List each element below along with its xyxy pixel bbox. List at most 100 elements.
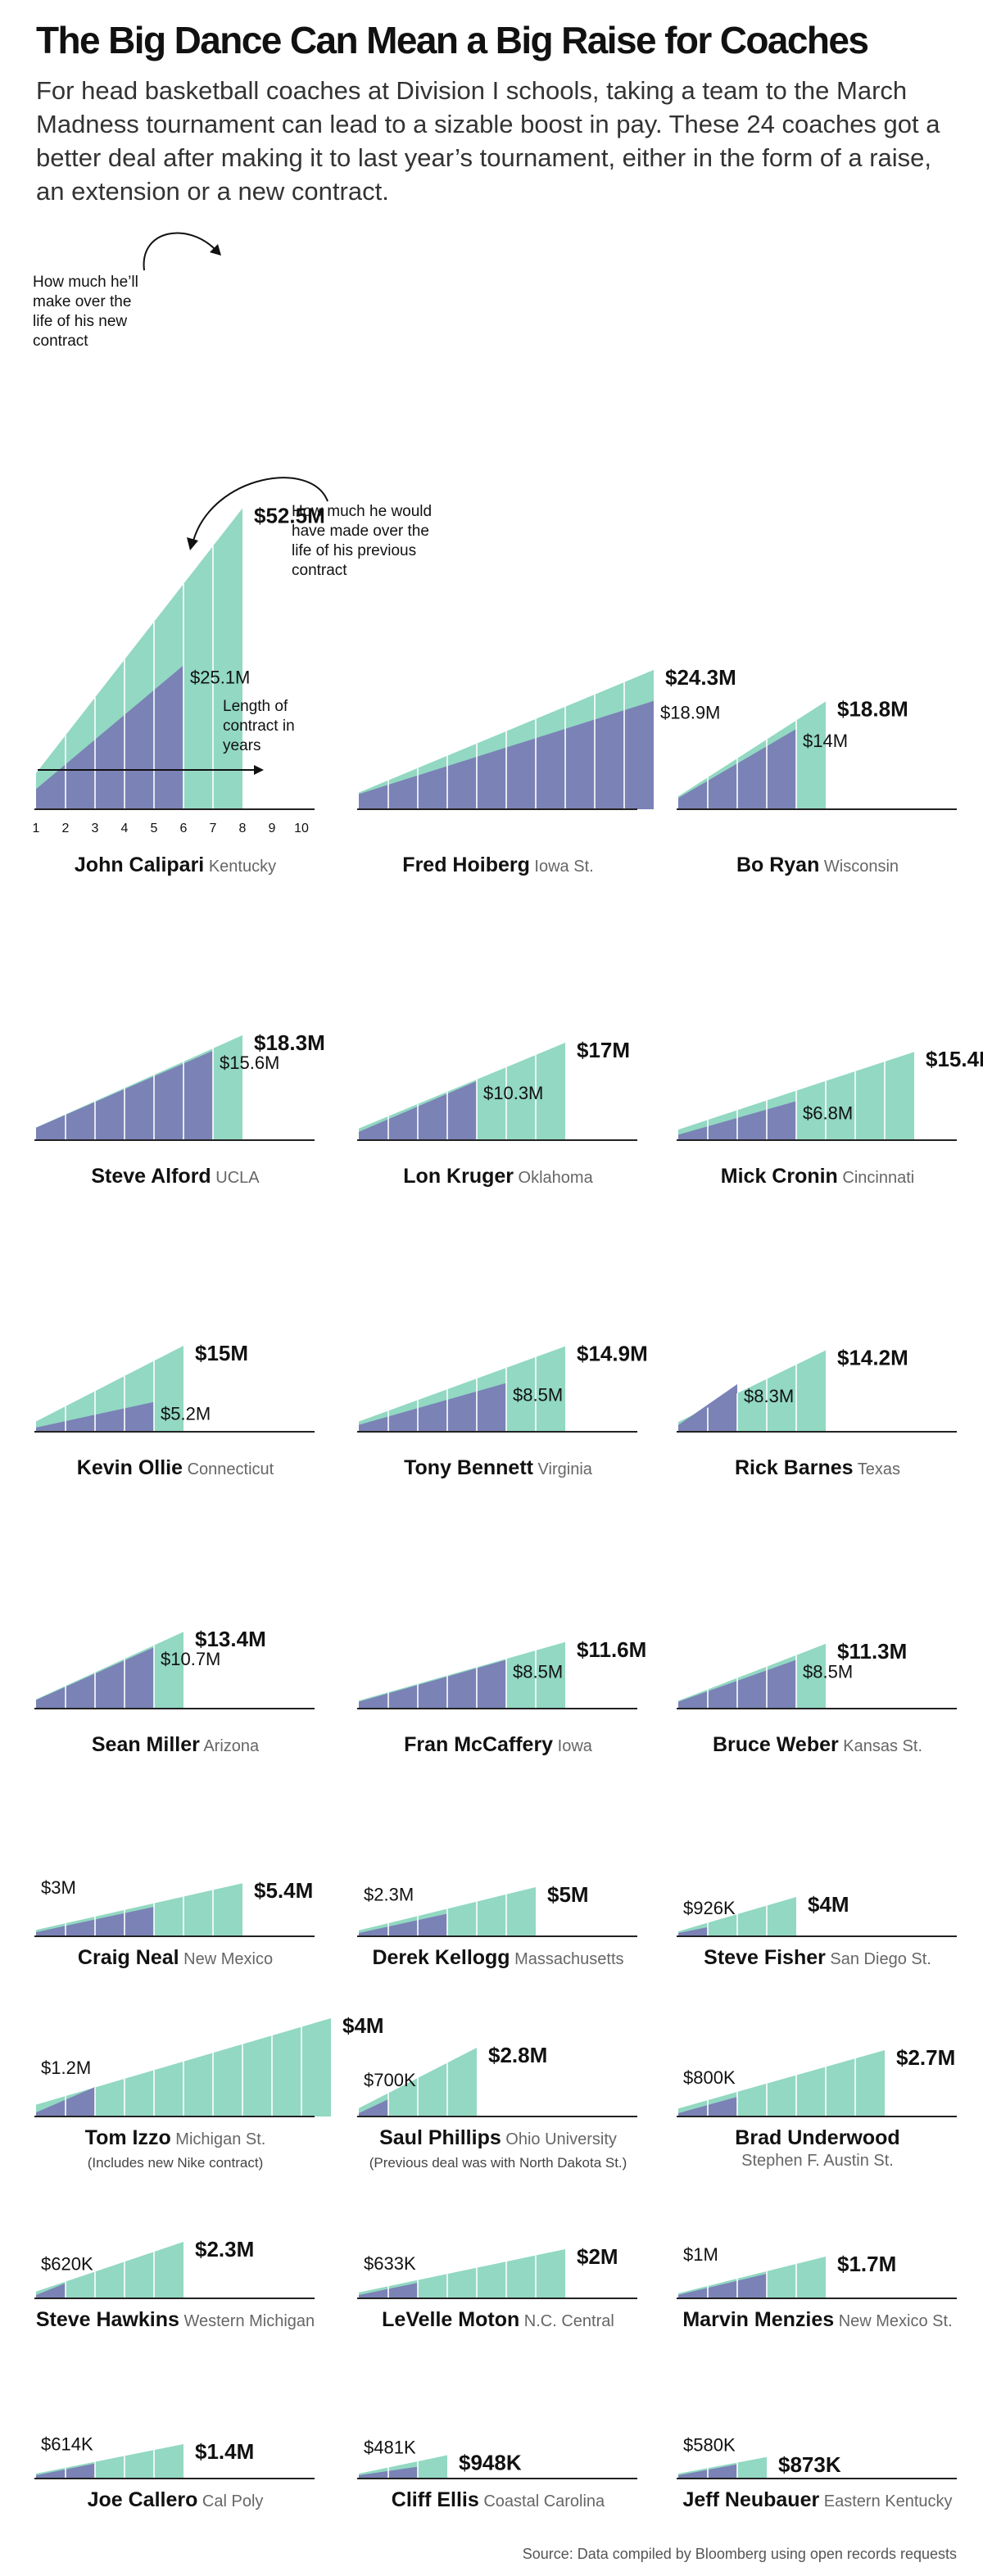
- new-total-label: $2.3M: [195, 2237, 254, 2261]
- coach-name-label: Craig Neal New Mexico: [78, 1946, 273, 1969]
- x-tick-label: 2: [62, 822, 70, 835]
- new-total-label: $2.7M: [896, 2045, 955, 2070]
- x-tick-label: 6: [180, 822, 188, 835]
- coach-name-label: Bruce Weber Kansas St.: [713, 1733, 922, 1756]
- new-contract-area: [36, 508, 242, 809]
- annotation-arrow: [193, 477, 328, 541]
- axis-annotation-line-2: contract in: [223, 718, 295, 735]
- x-tick-label: 10: [294, 822, 309, 835]
- new-total-label: $18.3M: [254, 1030, 325, 1055]
- previous-contract-area: [36, 2283, 66, 2298]
- previous-contract-area: [359, 1659, 506, 1709]
- coach-name-label: Marvin Menzies New Mexico St.: [682, 2308, 952, 2331]
- x-tick-label: 5: [151, 822, 158, 835]
- previous-total-label: $481K: [364, 2438, 416, 2458]
- previous-total-label: $580K: [683, 2435, 736, 2456]
- coach-name-label: Fred Hoiberg Iowa St.: [402, 853, 593, 876]
- coach-name-label: Steve Hawkins Western Michigan: [36, 2308, 315, 2331]
- x-tick-label: 7: [210, 822, 217, 835]
- new-total-label: $2.8M: [488, 2043, 547, 2067]
- x-tick-label: 4: [121, 822, 129, 835]
- previous-total-annotation: have made over the: [292, 523, 429, 540]
- coach-name-label: Tom Izzo Michigan St.: [85, 2126, 266, 2149]
- annotation-arrow: [143, 232, 217, 271]
- new-total-label: $17M: [577, 1038, 630, 1062]
- new-total-label: $4M: [342, 2013, 384, 2038]
- new-total-label: $15.4M: [926, 1047, 983, 1071]
- coach-name-label: Jeff Neubauer Eastern Kentucky: [682, 2488, 952, 2511]
- previous-contract-area: [678, 2274, 767, 2298]
- new-total-label: $5M: [547, 1882, 589, 1907]
- coach-name-label: Rick Barnes Texas: [735, 1456, 900, 1479]
- previous-total-label: $10.7M: [161, 1649, 220, 1669]
- previous-total-label: $8.5M: [803, 1662, 853, 1682]
- previous-total-label: $700K: [364, 2070, 416, 2090]
- page-subtitle: For head basketball coaches at Division …: [36, 76, 940, 206]
- axis-annotation-line-3: years: [223, 737, 260, 754]
- new-total-label: $52.5M: [254, 504, 325, 528]
- previous-total-label: $8.3M: [744, 1386, 794, 1406]
- axis-annotation-line-1: Length of: [223, 698, 288, 715]
- new-total-annotation: contract: [33, 333, 88, 350]
- previous-contract-area: [36, 665, 183, 809]
- coach-name-label: Derek Kellogg Massachusetts: [372, 1946, 623, 1969]
- coach-note-label: (Previous deal was with North Dakota St.…: [369, 2155, 627, 2171]
- new-total-label: $24.3M: [665, 665, 736, 690]
- x-tick-label: 9: [269, 822, 276, 835]
- previous-contract-area: [678, 1926, 708, 1936]
- coach-name-label: Lon Kruger Oklahoma: [403, 1165, 593, 1188]
- new-total-label: $13.4M: [195, 1627, 266, 1651]
- previous-total-label: $15.6M: [220, 1053, 279, 1073]
- x-tick-label: 3: [92, 822, 99, 835]
- coach-name-label: Steve Fisher San Diego St.: [704, 1946, 931, 1969]
- new-total-label: $14.9M: [577, 1342, 648, 1366]
- previous-total-label: $8.5M: [513, 1385, 563, 1406]
- previous-contract-area: [359, 1383, 506, 1432]
- new-total-annotation: life of his new: [33, 313, 127, 330]
- previous-total-label: $800K: [683, 2067, 736, 2088]
- previous-contract-area: [359, 1913, 447, 1936]
- coach-name-label: Brad Underwood: [735, 2126, 899, 2149]
- previous-total-annotation: life of his previous: [292, 542, 416, 559]
- previous-total-label: $1.2M: [41, 2058, 91, 2078]
- previous-total-label: $633K: [364, 2253, 416, 2274]
- new-total-label: $1.7M: [837, 2252, 896, 2276]
- previous-total-label: $1M: [683, 2244, 718, 2265]
- coach-name-label: Joe Callero Cal Poly: [88, 2488, 264, 2511]
- school-label: Stephen F. Austin St.: [741, 2152, 894, 2170]
- coach-name-label: LeVelle Moton N.C. Central: [382, 2308, 614, 2331]
- previous-total-label: $8.5M: [513, 1662, 563, 1682]
- previous-total-label: $926K: [683, 1898, 736, 1918]
- new-total-label: $4M: [808, 1892, 849, 1917]
- previous-total-annotation: How much he would: [292, 503, 432, 520]
- previous-total-label: $2.3M: [364, 1884, 414, 1904]
- new-total-label: $873K: [778, 2452, 841, 2477]
- coach-name-label: Fran McCaffery Iowa: [404, 1733, 593, 1756]
- new-total-label: $1.4M: [195, 2439, 254, 2464]
- previous-total-label: $18.9M: [660, 703, 720, 723]
- x-tick-label: 1: [33, 822, 40, 835]
- previous-total-label: $3M: [41, 1877, 76, 1898]
- new-contract-area: [36, 2242, 183, 2298]
- coach-note-label: (Includes new Nike contract): [88, 2155, 263, 2171]
- new-total-label: $18.8M: [837, 696, 908, 721]
- new-total-label: $15M: [195, 1341, 248, 1365]
- page-title: The Big Dance Can Mean a Big Raise for C…: [36, 19, 869, 61]
- new-total-label: $2M: [577, 2244, 618, 2269]
- source-note: Source: Data compiled by Bloomberg using…: [522, 2546, 957, 2562]
- coach-name-label: Cliff Ellis Coastal Carolina: [392, 2488, 605, 2511]
- previous-contract-area: [359, 2099, 388, 2116]
- new-total-annotation: How much he’ll: [33, 274, 138, 291]
- new-total-annotation: make over the: [33, 293, 131, 310]
- coach-name-label: Mick Cronin Cincinnati: [721, 1165, 914, 1188]
- annotation-arrow-head: [210, 244, 221, 256]
- coach-name-label: Steve Alford UCLA: [91, 1165, 260, 1188]
- axis-arrow-head: [254, 765, 264, 775]
- coach-name-label: Bo Ryan Wisconsin: [736, 853, 899, 876]
- coach-name-label: John Calipari Kentucky: [75, 853, 276, 876]
- annotation-arrow-head: [187, 537, 198, 550]
- previous-total-label: $620K: [41, 2253, 93, 2274]
- coach-name-label: Saul Phillips Ohio University: [379, 2126, 617, 2149]
- x-tick-label: 8: [239, 822, 247, 835]
